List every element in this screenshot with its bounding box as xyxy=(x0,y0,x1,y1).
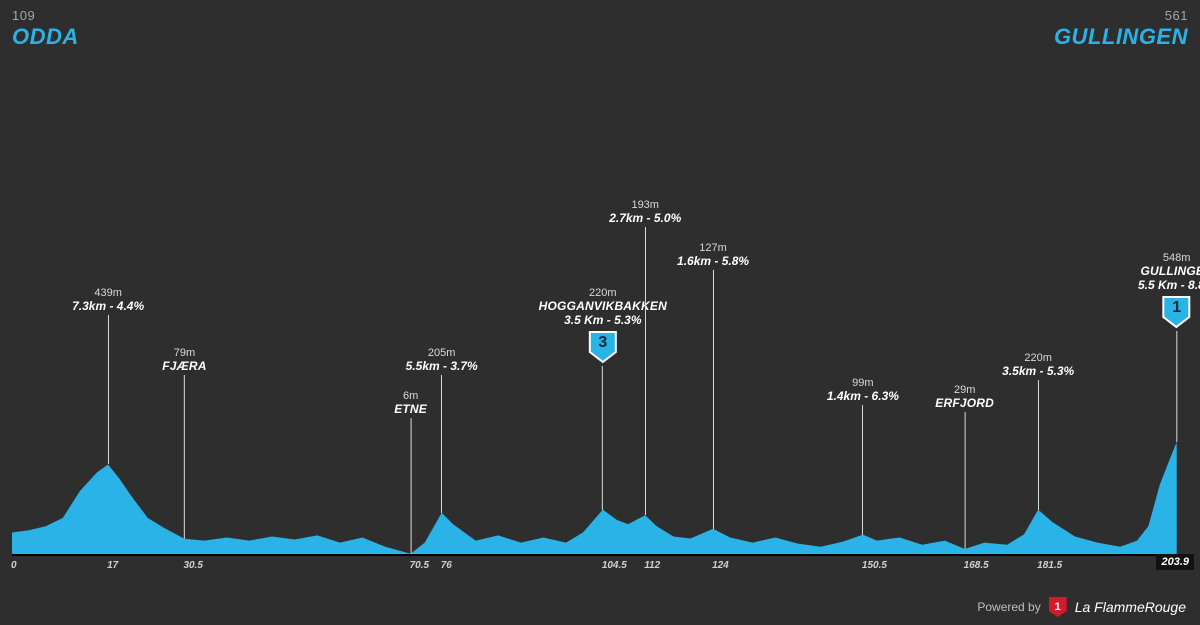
distance-tick: 168.5 xyxy=(964,560,989,571)
marker-altitude: 548m xyxy=(1138,252,1200,264)
marker-guide-line xyxy=(862,405,863,535)
distance-tick: 150.5 xyxy=(862,560,887,571)
marker-stat: 5.5 Km - 8.8% xyxy=(1138,278,1200,292)
elevation-marker: 29mErfjord xyxy=(935,384,994,549)
marker-guide-line xyxy=(964,412,965,549)
elevation-marker: 193m2.7km - 5.0% xyxy=(609,199,681,515)
distance-tick: 112 xyxy=(644,560,660,571)
marker-name: GULLINGEN xyxy=(1138,264,1200,278)
distance-tick: 181.5 xyxy=(1037,560,1062,571)
marker-altitude: 29m xyxy=(935,384,994,396)
marker-stat: 1.6km - 5.8% xyxy=(677,254,749,268)
marker-guide-line xyxy=(1176,331,1177,442)
brand-name: La FlammeRouge xyxy=(1075,599,1186,615)
marker-stat: 3.5km - 5.3% xyxy=(1002,364,1074,378)
category-badge: 1 xyxy=(1162,295,1192,329)
marker-stat: 2.7km - 5.0% xyxy=(609,211,681,225)
elevation-marker: 79mFjæra xyxy=(162,347,206,539)
marker-name: Erfjord xyxy=(935,396,994,410)
distance-tick: 17 xyxy=(107,560,118,571)
elevation-profile-chart: 109 ODDA 561 GULLINGEN 439m7.3km - 4.4%7… xyxy=(0,0,1200,590)
elevation-marker: 127m1.6km - 5.8% xyxy=(677,242,749,529)
powered-by-label: Powered by xyxy=(977,600,1040,614)
marker-guide-line xyxy=(108,315,109,464)
marker-stat: 5.5km - 3.7% xyxy=(406,359,478,373)
marker-name: Fjæra xyxy=(162,359,206,373)
total-distance-badge: 203.9 xyxy=(1156,554,1194,570)
marker-stat: 1.4km - 6.3% xyxy=(827,389,899,403)
elevation-marker: 205m5.5km - 3.7% xyxy=(406,347,478,513)
elevation-marker: 548mGULLINGEN5.5 Km - 8.8% 1 xyxy=(1138,252,1200,442)
marker-altitude: 193m xyxy=(609,199,681,211)
category-number: 1 xyxy=(1162,299,1192,317)
marker-altitude: 220m xyxy=(1002,352,1074,364)
marker-guide-line xyxy=(713,270,714,529)
elevation-marker: 99m1.4km - 6.3% xyxy=(827,377,899,535)
elevation-marker: 220m3.5km - 5.3% xyxy=(1002,352,1074,510)
marker-guide-line xyxy=(602,366,603,510)
elevation-marker: 439m7.3km - 4.4% xyxy=(72,287,144,464)
distance-tick: 70.5 xyxy=(410,560,429,571)
distance-tick: 124 xyxy=(712,560,729,571)
brand-shield-icon: 1 xyxy=(1049,597,1067,617)
footer: Powered by 1 La FlammeRouge xyxy=(977,597,1186,617)
distance-tick: 104.5 xyxy=(602,560,627,571)
marker-guide-line xyxy=(184,375,185,539)
marker-altitude: 79m xyxy=(162,347,206,359)
marker-stat: 7.3km - 4.4% xyxy=(72,299,144,313)
distance-tick: 0 xyxy=(11,560,17,571)
marker-altitude: 127m xyxy=(677,242,749,254)
distance-tick: 76 xyxy=(441,560,452,571)
marker-altitude: 439m xyxy=(72,287,144,299)
marker-guide-line xyxy=(441,375,442,513)
marker-altitude: 205m xyxy=(406,347,478,359)
marker-guide-line xyxy=(1038,380,1039,510)
marker-altitude: 99m xyxy=(827,377,899,389)
marker-guide-line xyxy=(645,227,646,515)
distance-tick: 30.5 xyxy=(183,560,202,571)
